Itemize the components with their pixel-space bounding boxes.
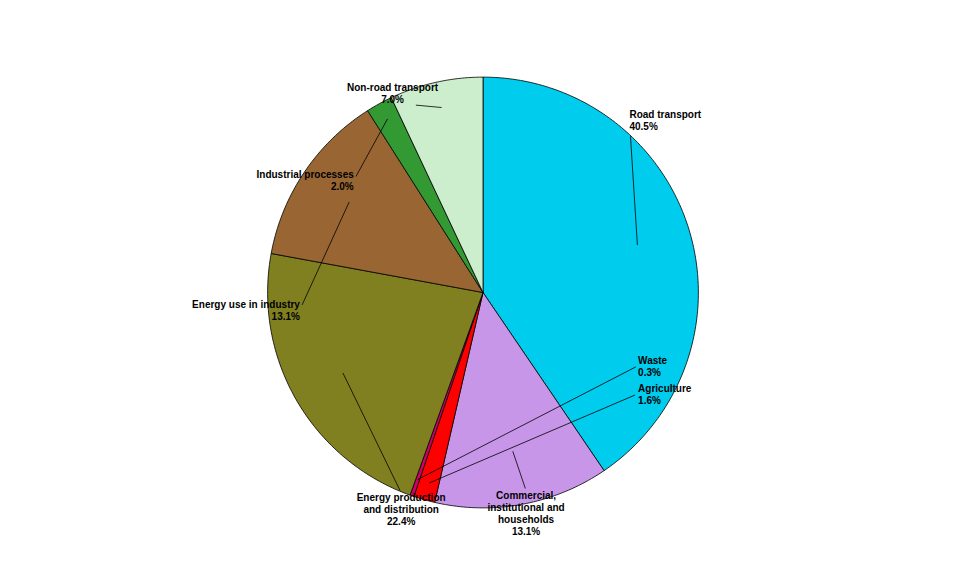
svg-text:Energy productionand distribut: Energy productionand distribution22.4% [357,492,446,527]
svg-text:Energy use in industry13.1%: Energy use in industry13.1% [192,299,300,322]
svg-text:Commercial,institutional andho: Commercial,institutional andhouseholds13… [487,490,564,537]
svg-text:Non-road transport7.0%: Non-road transport7.0% [347,82,439,105]
svg-text:Industrial processes2.0%: Industrial processes2.0% [257,169,355,192]
svg-text:Road transport40.5%: Road transport40.5% [629,109,701,132]
svg-text:Waste0.3%: Waste0.3% [638,355,668,378]
svg-text:Agriculture1.6%: Agriculture1.6% [638,383,692,406]
